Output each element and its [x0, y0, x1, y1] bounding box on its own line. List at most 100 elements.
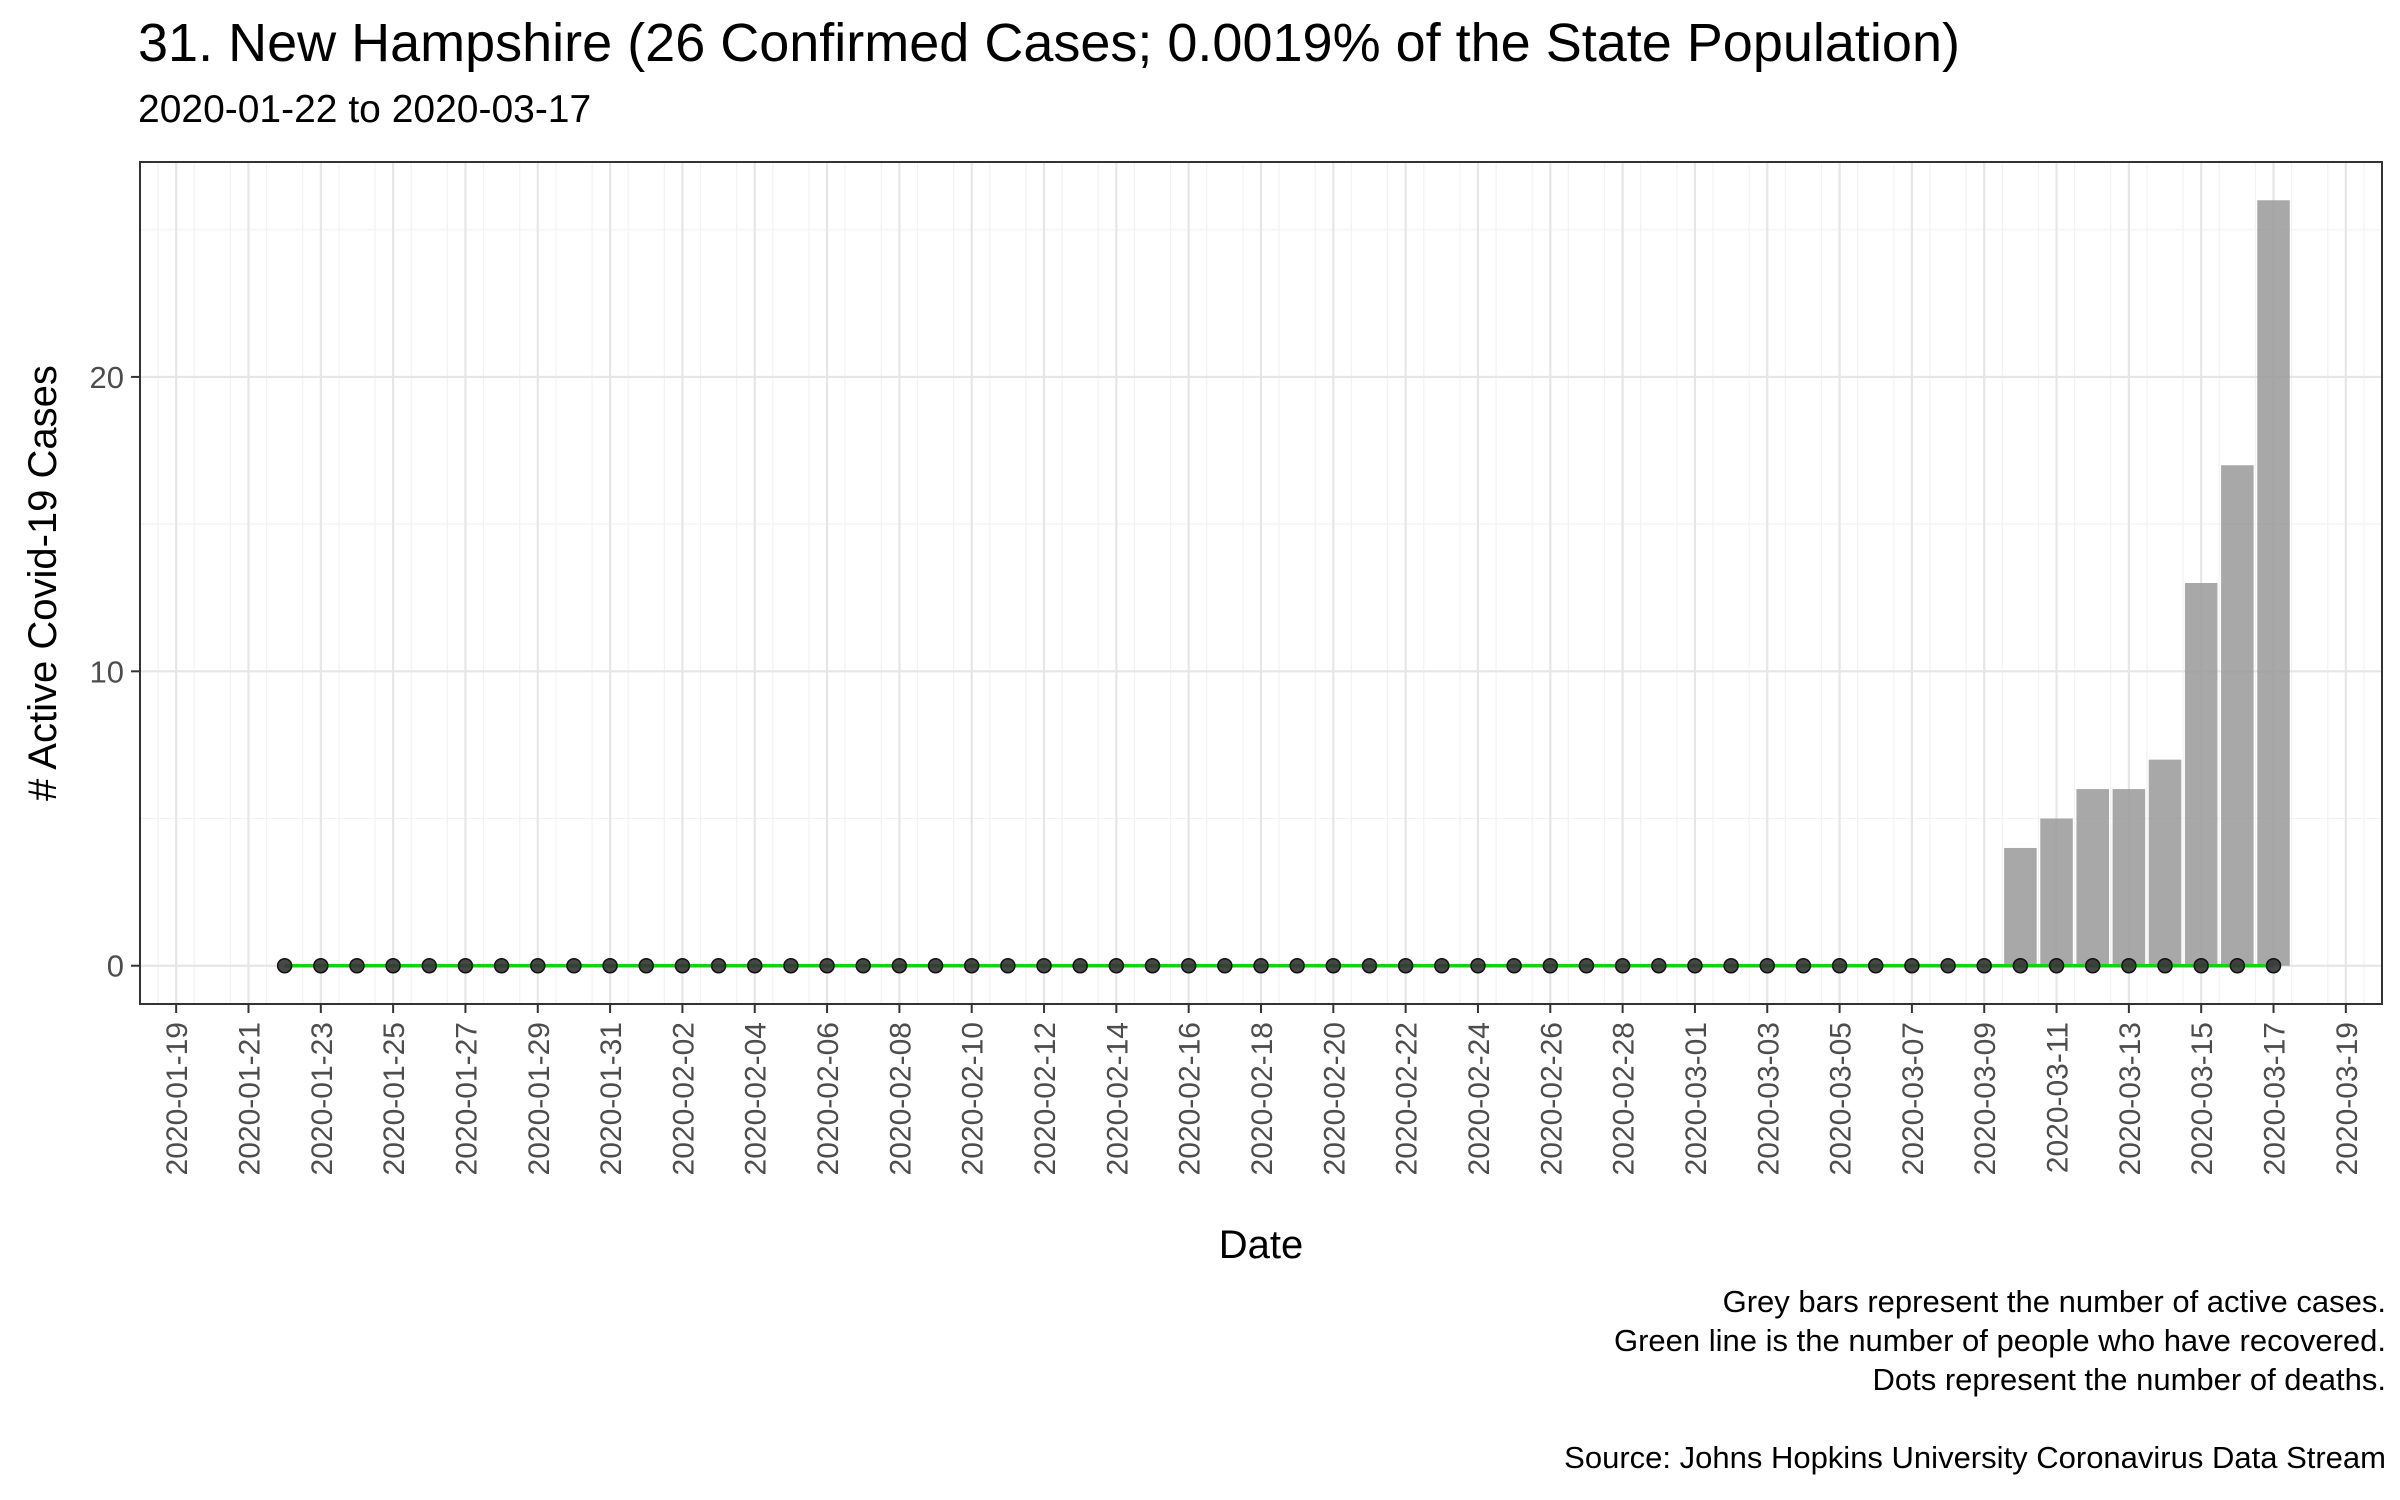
- death-point: [1217, 957, 1233, 974]
- x-tick-label: 2020-02-20: [1318, 1022, 1351, 1175]
- death-point: [2157, 957, 2173, 974]
- death-point: [1759, 957, 1776, 974]
- death-point: [493, 957, 510, 974]
- y-tick-label: 20: [90, 360, 124, 395]
- active-case-bar: [2076, 789, 2109, 966]
- death-point: [1180, 957, 1197, 974]
- y-tick-label: 0: [107, 949, 124, 984]
- x-tick-label: 2020-03-07: [1897, 1022, 1930, 1175]
- death-point: [1940, 957, 1956, 974]
- death-point: [566, 957, 582, 974]
- caption-line-recovered: Green line is the number of people who h…: [1613, 1323, 2386, 1358]
- death-point: [1795, 957, 1812, 974]
- death-point: [1144, 957, 1161, 974]
- x-tick-label: 2020-02-16: [1174, 1022, 1207, 1175]
- death-point: [2121, 957, 2137, 974]
- death-point: [1000, 957, 1016, 974]
- death-point: [1036, 957, 1052, 974]
- death-point: [1397, 957, 1414, 974]
- active-case-bar: [2148, 759, 2182, 966]
- x-tick-label: 2020-01-29: [523, 1022, 556, 1175]
- chart-title: 31. New Hampshire (26 Confirmed Cases; 0…: [138, 13, 1960, 73]
- x-tick-label: 2020-01-21: [233, 1022, 266, 1175]
- x-tick-label: 2020-03-11: [2042, 1022, 2075, 1173]
- death-point: [2193, 957, 2209, 974]
- death-point: [1831, 957, 1848, 974]
- death-point: [963, 957, 980, 974]
- chart-caption: Grey bars represent the number of active…: [1564, 1282, 2386, 1477]
- death-point: [1904, 957, 1920, 974]
- death-point: [349, 957, 365, 974]
- death-point: [1253, 957, 1269, 974]
- active-case-bar: [2112, 789, 2146, 966]
- chart-subtitle: 2020-01-22 to 2020-03-17: [138, 88, 592, 131]
- x-tick-label: 2020-01-19: [161, 1022, 194, 1175]
- x-tick-label: 2020-02-28: [1608, 1022, 1641, 1175]
- death-point: [638, 957, 655, 974]
- caption-spacer: [1564, 1399, 2386, 1438]
- active-case-bar: [2040, 818, 2073, 966]
- death-point: [1289, 957, 1305, 974]
- x-tick-label: 2020-02-10: [957, 1022, 990, 1175]
- death-point: [1542, 957, 1559, 974]
- death-point: [1325, 957, 1342, 974]
- x-tick-label: 2020-01-27: [450, 1022, 483, 1175]
- death-point: [1723, 957, 1739, 974]
- caption-source: Source: Johns Hopkins University Coronav…: [1564, 1440, 2386, 1475]
- x-tick-label: 2020-03-19: [2331, 1022, 2364, 1175]
- death-point: [783, 957, 799, 974]
- active-case-bar: [2221, 465, 2254, 966]
- x-tick-label: 2020-02-12: [1029, 1022, 1062, 1175]
- death-point: [927, 957, 944, 974]
- death-point: [2048, 957, 2065, 974]
- death-point: [1434, 957, 1450, 974]
- death-point: [1578, 957, 1595, 974]
- x-tick-label: 2020-01-23: [306, 1022, 339, 1175]
- axis-layer: 0 10 20 2020-01-19 2020-01-21 2020-01-23 2020-…: [90, 360, 2364, 1176]
- death-point: [855, 957, 871, 974]
- x-tick-label: 2020-03-03: [1752, 1022, 1785, 1175]
- death-point: [1506, 957, 1522, 974]
- death-point: [385, 957, 401, 974]
- death-point: [1867, 957, 1884, 974]
- death-point: [1614, 957, 1631, 974]
- x-tick-label: 2020-03-05: [1825, 1022, 1858, 1175]
- x-tick-label: 2020-02-24: [1463, 1022, 1496, 1175]
- x-tick-label: 2020-03-09: [1969, 1022, 2002, 1175]
- death-point: [276, 957, 293, 974]
- death-point: [891, 957, 908, 974]
- y-axis-title: # Active Covid-19 Cases: [21, 365, 65, 801]
- active-case-bar: [2004, 847, 2037, 966]
- death-point: [1072, 957, 1088, 974]
- death-point: [313, 957, 329, 974]
- death-point: [421, 957, 438, 974]
- active-case-bar: [2184, 583, 2218, 966]
- death-point: [530, 957, 546, 974]
- caption-line-deaths: Dots represent the number of deaths.: [1872, 1362, 2386, 1397]
- death-point: [602, 957, 618, 974]
- death-point: [1687, 957, 1703, 974]
- x-tick-label: 2020-01-31: [595, 1022, 628, 1175]
- bar-layer: [2004, 200, 2290, 966]
- x-tick-label: 2020-02-02: [667, 1022, 700, 1175]
- point-layer: [276, 957, 2282, 974]
- death-point: [1651, 957, 1667, 974]
- x-tick-label: 2020-03-13: [2114, 1022, 2147, 1175]
- x-tick-label: 2020-03-17: [2259, 1022, 2292, 1175]
- death-point: [2229, 957, 2246, 974]
- x-tick-label: 2020-03-15: [2186, 1022, 2219, 1175]
- death-point: [819, 957, 835, 974]
- death-point: [1108, 957, 1125, 974]
- x-tick-label: 2020-01-25: [378, 1022, 411, 1175]
- death-point: [1361, 957, 1378, 974]
- caption-line-bars: Grey bars represent the number of active…: [1722, 1284, 2386, 1319]
- death-point: [457, 957, 474, 974]
- x-axis-title: Date: [1219, 1223, 1304, 1267]
- death-point: [710, 957, 727, 974]
- death-point: [746, 957, 763, 974]
- x-tick-label: 2020-02-08: [884, 1022, 917, 1175]
- x-tick-label: 2020-02-18: [1246, 1022, 1279, 1175]
- x-tick-label: 2020-02-26: [1535, 1022, 1568, 1175]
- death-point: [1470, 957, 1486, 974]
